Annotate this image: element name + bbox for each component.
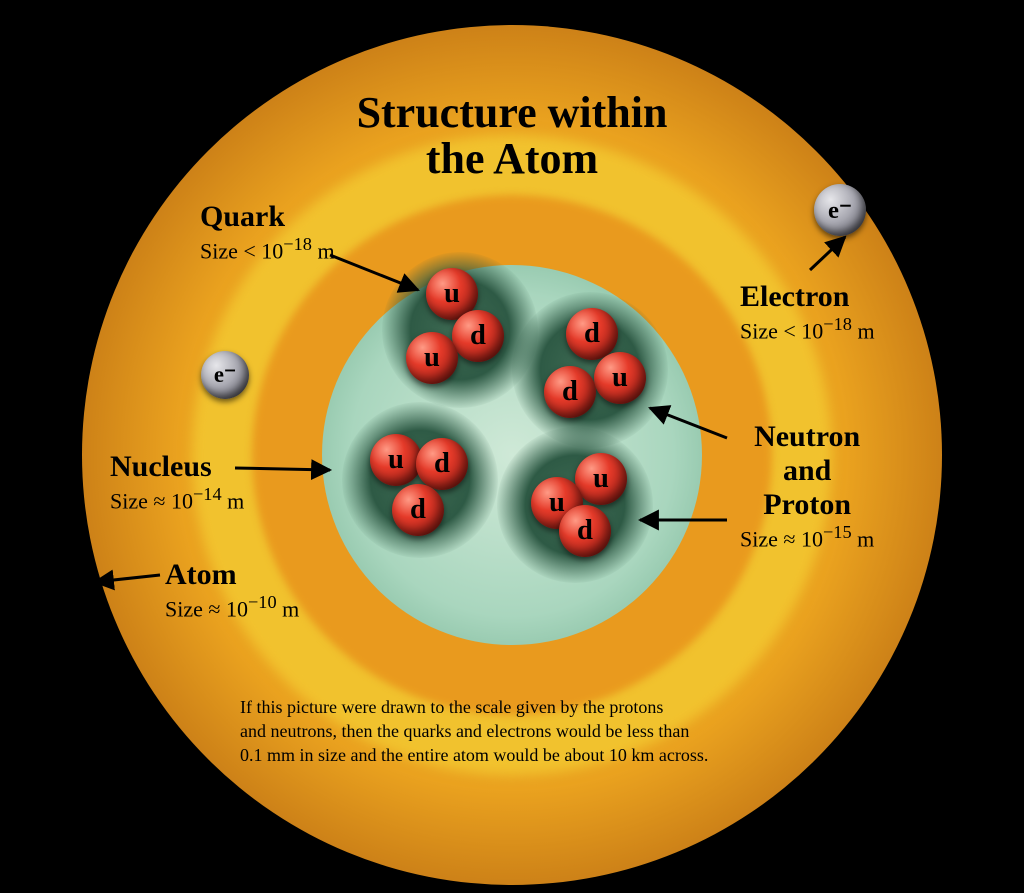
atom-name: Atom [165, 558, 299, 592]
electron-label: Electron Size < 10−18 m [740, 280, 875, 344]
caption-line: If this picture were drawn to the scale … [240, 695, 708, 719]
quark: d [544, 366, 596, 418]
diagram-title: Structure within the Atom [0, 90, 1024, 182]
quark-letter: u [444, 278, 460, 310]
title-line1: Structure within [357, 88, 668, 137]
quark-letter: u [593, 463, 609, 495]
scale-caption: If this picture were drawn to the scale … [240, 695, 708, 767]
nucleus-label: Nucleus Size ≈ 10−14 m [110, 450, 244, 514]
quark-letter: d [434, 448, 450, 480]
quark: u [575, 453, 627, 505]
quark-letter: d [470, 320, 486, 352]
nucleus-size: Size ≈ 10−14 m [110, 484, 244, 514]
quark: d [452, 310, 504, 362]
quark-letter: d [410, 494, 426, 526]
nucleon-label: Neutron and Proton Size ≈ 10−15 m [740, 420, 874, 552]
quark-letter: u [424, 342, 440, 374]
electron: e⁻ [814, 184, 866, 236]
quark: d [566, 308, 618, 360]
atom-diagram: { "type": "infographic", "canvas": { "wi… [0, 0, 1024, 893]
quark: d [559, 505, 611, 557]
electron-size: Size < 10−18 m [740, 314, 875, 344]
quark: d [392, 484, 444, 536]
quark-letter: d [562, 376, 578, 408]
atom-label: Atom Size ≈ 10−10 m [165, 558, 299, 622]
nucleus-name: Nucleus [110, 450, 244, 484]
quark-letter: d [577, 515, 593, 547]
quark: d [416, 438, 468, 490]
nucleon-size: Size ≈ 10−15 m [740, 522, 874, 552]
quark-letter: u [612, 362, 628, 394]
title-line2: the Atom [426, 134, 598, 183]
atom-size: Size ≈ 10−10 m [165, 592, 299, 622]
caption-line: 0.1 mm in size and the entire atom would… [240, 743, 708, 767]
quark: u [370, 434, 422, 486]
nucleon-name3: Proton [740, 488, 874, 522]
quark-name: Quark [200, 200, 335, 234]
quark-label: Quark Size < 10−18 m [200, 200, 335, 264]
quark: u [594, 352, 646, 404]
quark-letter: d [584, 318, 600, 350]
quark-letter: u [549, 487, 565, 519]
nucleon-name1: Neutron [740, 420, 874, 454]
quark-size: Size < 10−18 m [200, 234, 335, 264]
electron-name: Electron [740, 280, 875, 314]
caption-line: and neutrons, then the quarks and electr… [240, 719, 708, 743]
nucleon-name2: and [740, 454, 874, 488]
quark-letter: u [388, 444, 404, 476]
electron: e⁻ [201, 351, 249, 399]
quark: u [406, 332, 458, 384]
